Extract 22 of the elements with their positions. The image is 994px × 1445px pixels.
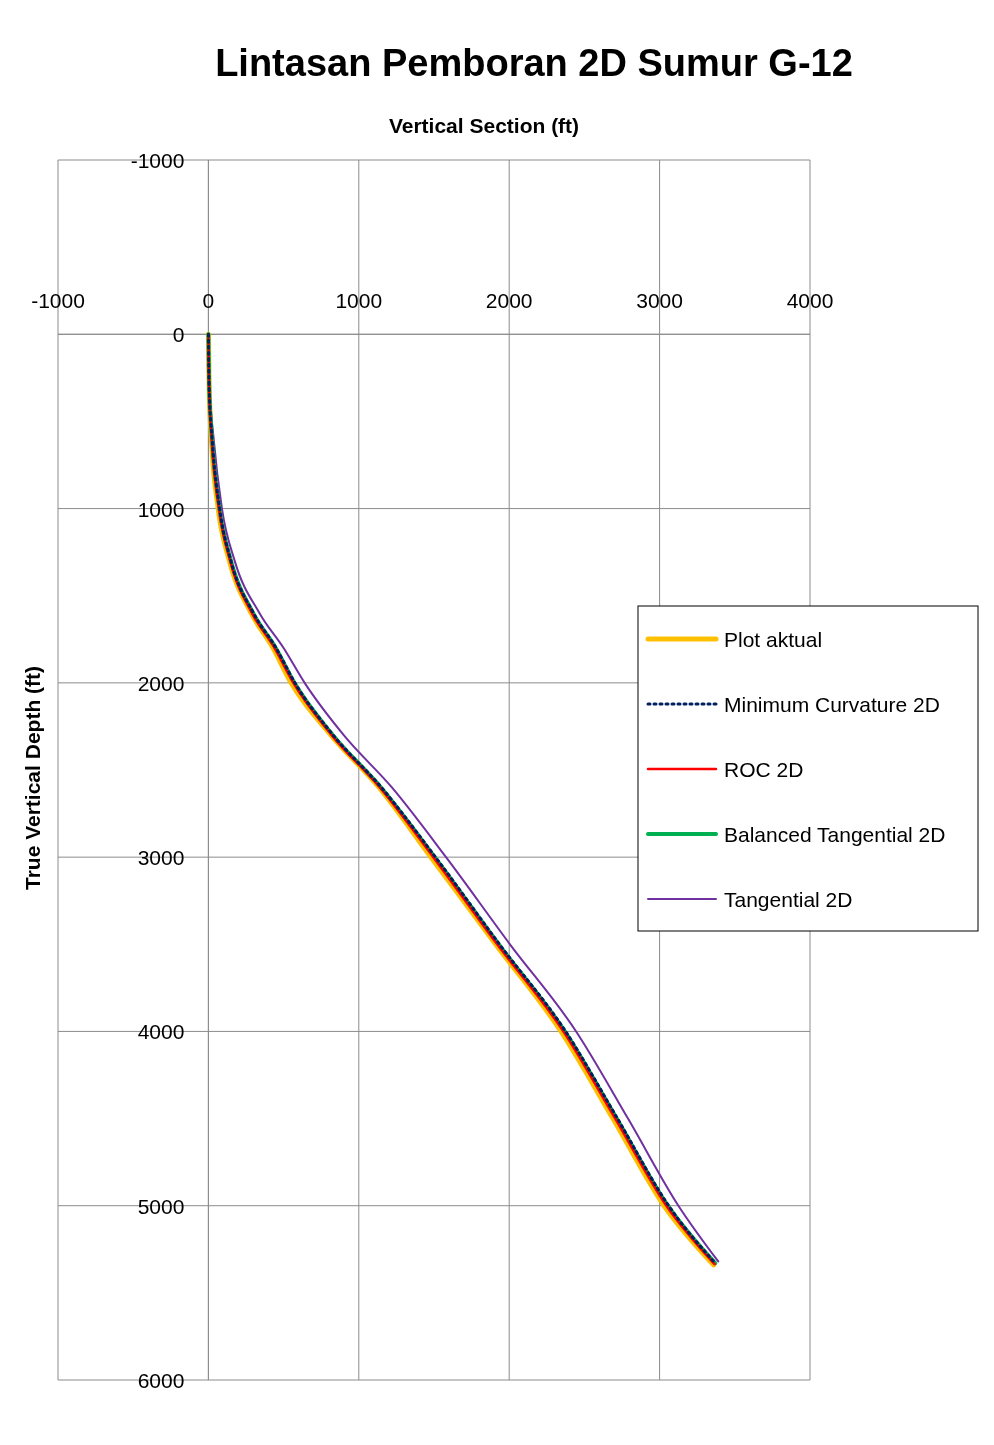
y-tick-label: 4000 xyxy=(137,1020,185,1044)
y-tick-label: 6000 xyxy=(137,1369,185,1392)
x-tick-label: -1000 xyxy=(31,289,85,313)
y-tick-label: 2000 xyxy=(137,671,185,695)
legend-label: Balanced Tangential 2D xyxy=(724,823,946,846)
y-tick-label: 1000 xyxy=(137,497,185,521)
x-axis-title: Vertical Section (ft) xyxy=(388,114,580,137)
y-tick-label: 3000 xyxy=(137,846,185,870)
x-tick-label: 3000 xyxy=(636,289,683,313)
x-tick-label: 4000 xyxy=(786,289,834,313)
x-tick-label: 2000 xyxy=(485,289,533,313)
y-tick-label: 5000 xyxy=(137,1194,185,1218)
legend-label: ROC 2D xyxy=(724,758,804,781)
legend-label: Tangential 2D xyxy=(724,888,853,911)
y-tick-label: 0 xyxy=(172,323,185,347)
chart-title: Lintasan Pemboran 2D Sumur G-12 xyxy=(215,42,853,84)
y-axis-title: True Vertical Depth (ft) xyxy=(21,665,44,891)
legend-label: Plot aktual xyxy=(724,628,823,651)
x-tick-label: 0 xyxy=(202,289,215,313)
y-tick-label: -1000 xyxy=(130,149,185,172)
legend-label: Minimum Curvature 2D xyxy=(724,693,940,716)
x-tick-label: 1000 xyxy=(335,289,383,313)
